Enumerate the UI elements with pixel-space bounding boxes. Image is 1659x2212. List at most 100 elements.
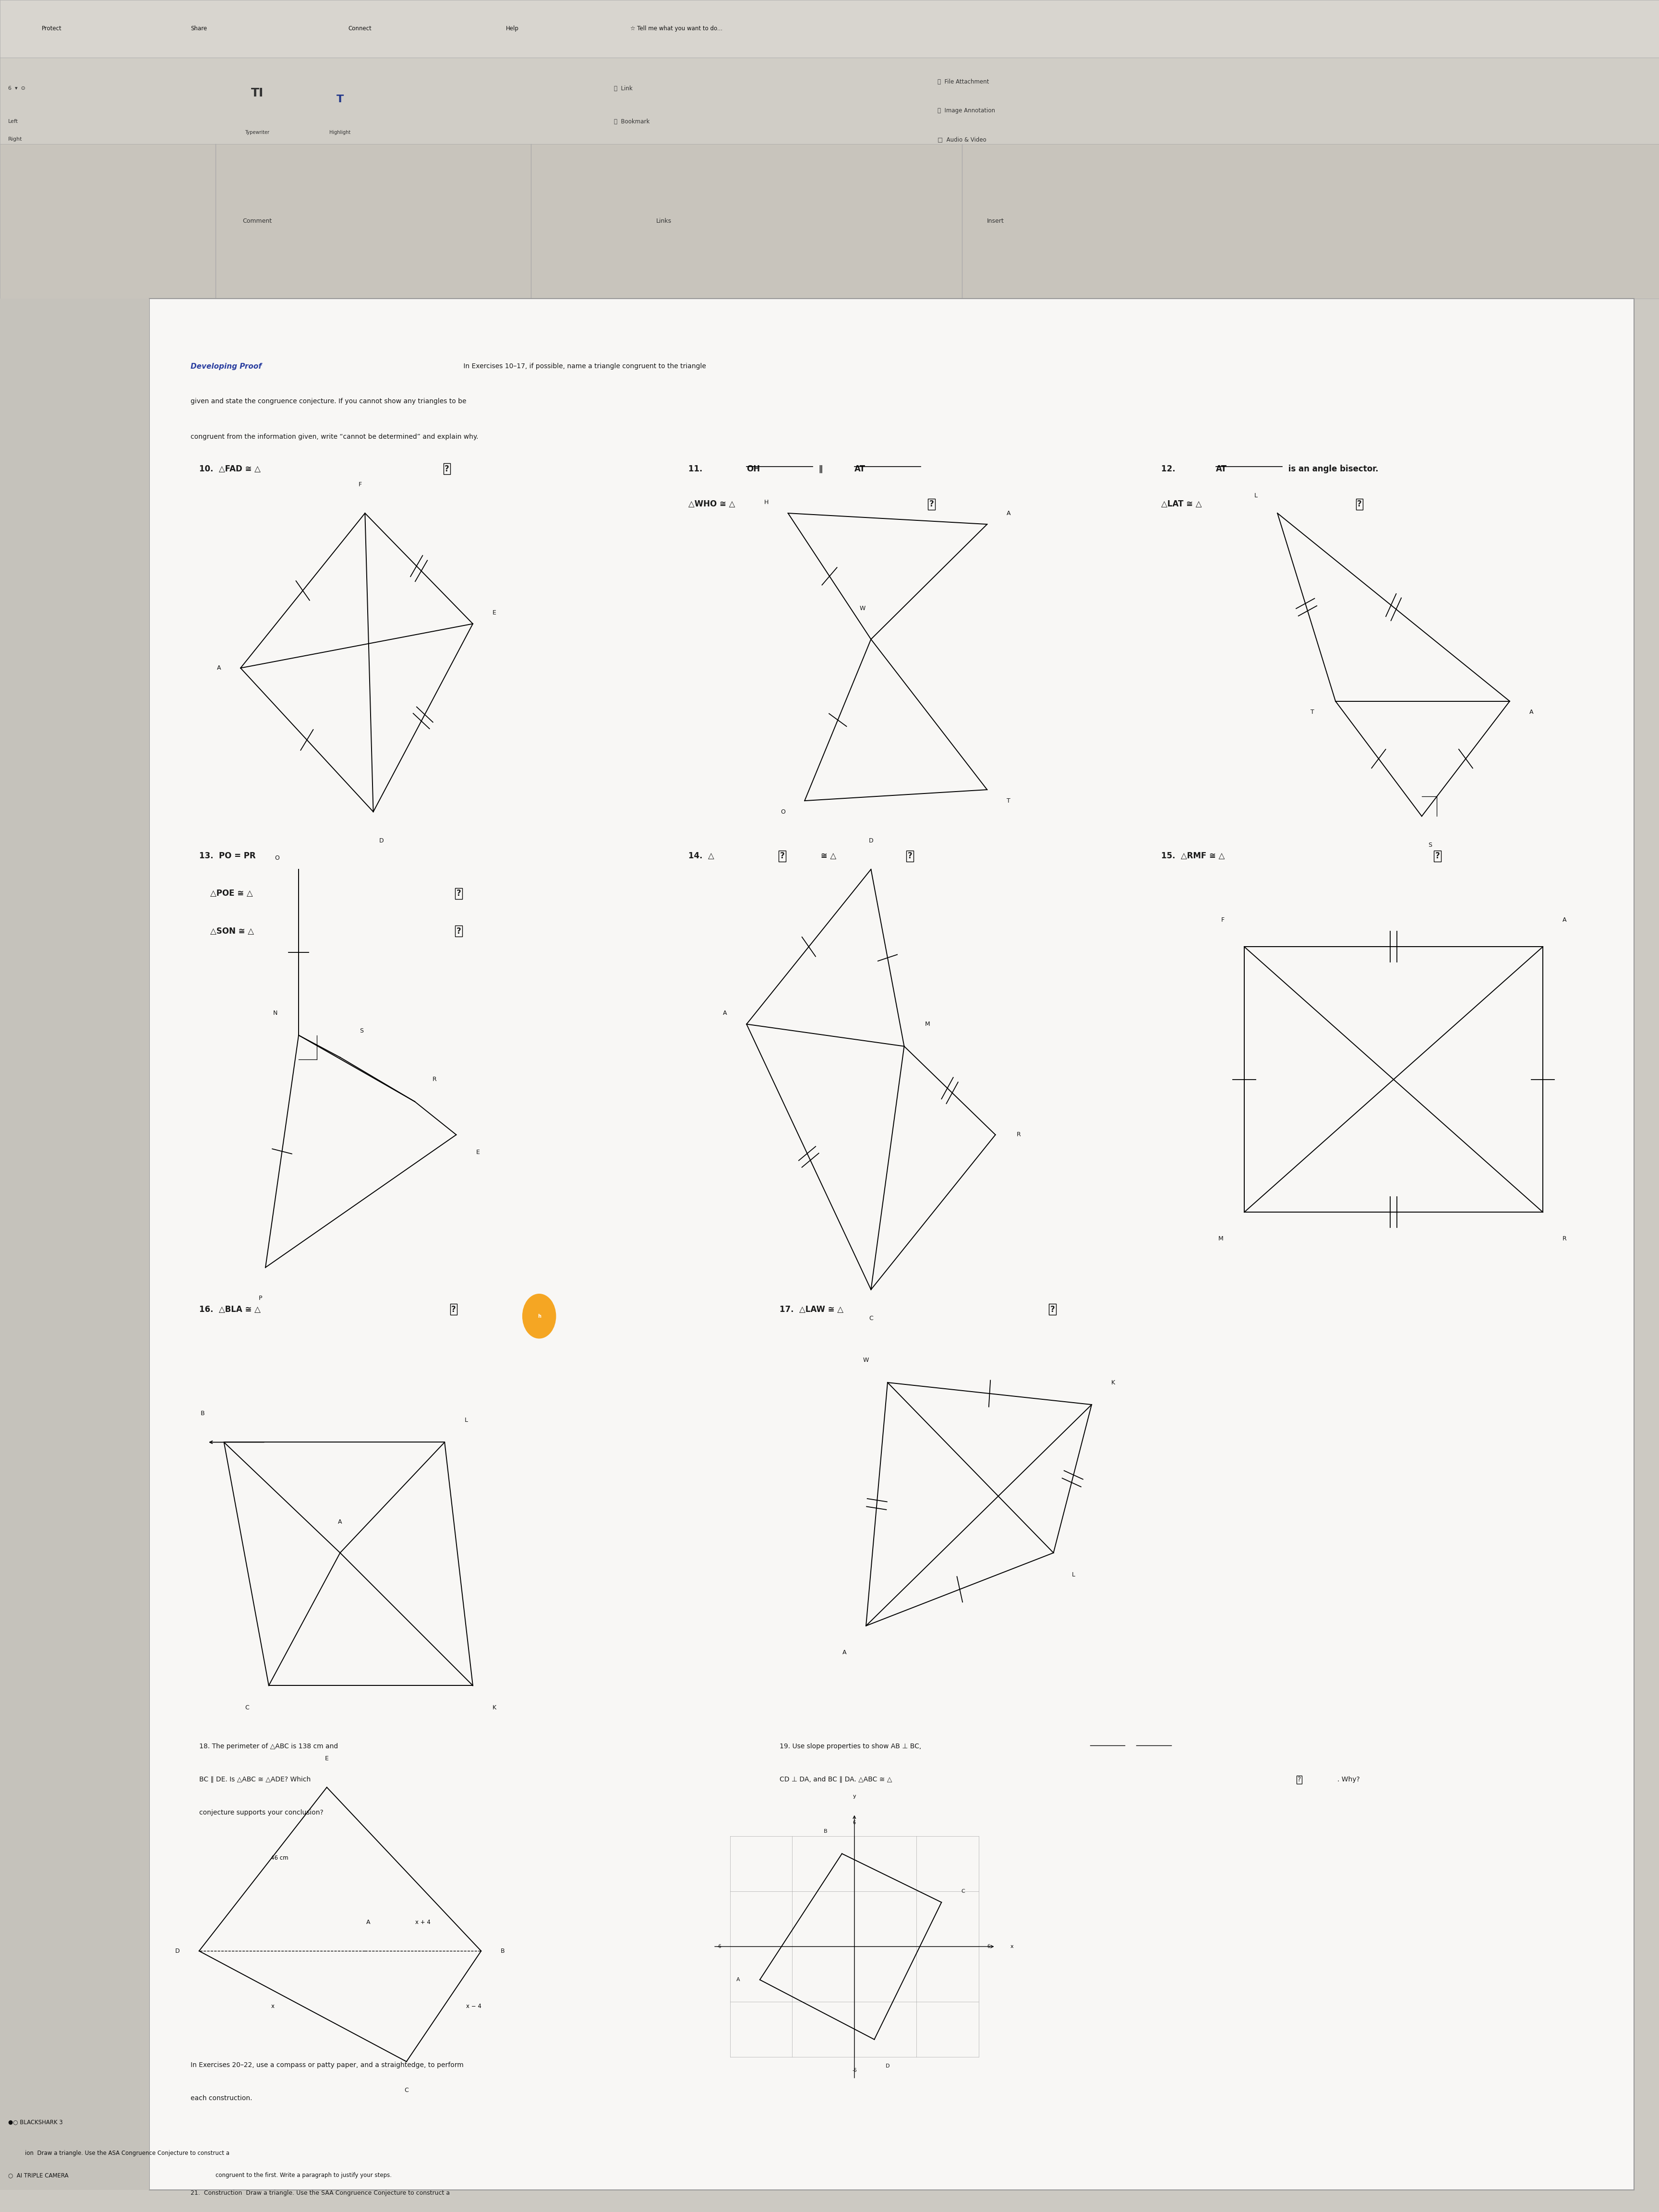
Text: △POE ≅ △: △POE ≅ △	[199, 889, 252, 898]
Text: ○  AI TRIPLE CAMERA: ○ AI TRIPLE CAMERA	[8, 2172, 68, 2179]
Text: ☆ Tell me what you want to do...: ☆ Tell me what you want to do...	[630, 27, 723, 31]
Text: ?: ?	[1297, 1776, 1301, 1783]
Text: E: E	[476, 1150, 479, 1155]
Text: O: O	[275, 856, 279, 860]
Text: W: W	[859, 606, 866, 611]
Text: Insert: Insert	[987, 219, 1004, 223]
Text: O: O	[781, 810, 785, 814]
Text: W: W	[863, 1358, 869, 1363]
Text: 16.  △BLA ≅ △: 16. △BLA ≅ △	[199, 1305, 260, 1314]
Text: ?: ?	[456, 889, 461, 898]
Text: R: R	[433, 1077, 436, 1082]
Text: Developing Proof: Developing Proof	[191, 363, 262, 369]
Text: 17.  △LAW ≅ △: 17. △LAW ≅ △	[780, 1305, 843, 1314]
Text: C: C	[961, 1889, 966, 1893]
Text: A: A	[338, 1520, 342, 1524]
Text: Right: Right	[8, 137, 23, 142]
Text: B: B	[501, 1949, 504, 1953]
Text: 🖼  Image Annotation: 🖼 Image Annotation	[937, 108, 995, 113]
Text: ?: ?	[1357, 500, 1362, 509]
Text: B: B	[823, 1829, 828, 1834]
Text: TI: TI	[251, 86, 264, 100]
Text: ?: ?	[1435, 852, 1440, 860]
Text: T: T	[1311, 710, 1314, 714]
Text: ion  Draw a triangle. Use the ASA Congruence Conjecture to construct a: ion Draw a triangle. Use the ASA Congrue…	[25, 2150, 229, 2157]
Text: A: A	[843, 1650, 846, 1655]
Text: Protect: Protect	[41, 27, 61, 31]
Text: A: A	[1530, 710, 1533, 714]
Text: F: F	[1221, 918, 1224, 922]
Text: S: S	[360, 1029, 363, 1033]
Text: D: D	[886, 2064, 889, 2068]
Text: A: A	[217, 666, 221, 670]
Text: A: A	[367, 1920, 370, 1924]
Text: B: B	[201, 1411, 204, 1416]
Text: AT: AT	[1216, 465, 1228, 473]
Text: △LAT ≅ △: △LAT ≅ △	[1161, 500, 1201, 509]
Text: x: x	[270, 2004, 275, 2008]
Text: ?: ?	[456, 927, 461, 936]
Text: . Why?: . Why?	[1337, 1776, 1360, 1783]
Text: A: A	[723, 1011, 727, 1015]
Text: H: H	[765, 500, 768, 504]
Text: ?: ?	[451, 1305, 456, 1314]
Text: ?: ?	[1050, 1305, 1055, 1314]
Text: 15.  △RMF ≅ △: 15. △RMF ≅ △	[1161, 852, 1224, 860]
Text: 6: 6	[853, 1820, 856, 1825]
Bar	[0, 0, 1659, 58]
Text: 19. Use slope properties to show AB ⊥ BC,: 19. Use slope properties to show AB ⊥ BC…	[780, 1743, 921, 1750]
Text: 18. The perimeter of △ABC is 138 cm and: 18. The perimeter of △ABC is 138 cm and	[199, 1743, 338, 1750]
Text: 13.  PO = PR: 13. PO = PR	[199, 852, 255, 860]
Text: 14.  △: 14. △	[688, 852, 715, 860]
Text: 46 cm: 46 cm	[270, 1856, 289, 1860]
Text: ?: ?	[445, 465, 450, 473]
Text: x − 4: x − 4	[466, 2004, 481, 2008]
Text: Links: Links	[655, 219, 672, 223]
Circle shape	[523, 1294, 556, 1338]
Text: Connect: Connect	[348, 27, 372, 31]
Text: R: R	[1017, 1133, 1020, 1137]
Text: P: P	[259, 1296, 262, 1301]
Text: 11.: 11.	[688, 465, 705, 473]
Text: K: K	[1112, 1380, 1115, 1385]
Text: h: h	[538, 1314, 541, 1318]
Bar	[0, 299, 149, 2190]
Bar	[0, 144, 1659, 299]
Text: K: K	[493, 1705, 496, 1710]
Text: C: C	[246, 1705, 249, 1710]
Text: Share: Share	[191, 27, 207, 31]
Text: L: L	[1072, 1573, 1075, 1577]
Text: C: C	[869, 1316, 873, 1321]
Text: L: L	[1254, 493, 1258, 498]
Text: 12.: 12.	[1161, 465, 1178, 473]
Text: -6: -6	[717, 1944, 722, 1949]
Text: C: C	[405, 2088, 408, 2093]
Text: R: R	[1563, 1237, 1566, 1241]
Text: ?: ?	[907, 852, 912, 860]
Text: Left: Left	[8, 119, 18, 124]
Text: 📎  File Attachment: 📎 File Attachment	[937, 80, 989, 84]
Text: Help: Help	[506, 27, 519, 31]
Text: 📋  Bookmark: 📋 Bookmark	[614, 119, 650, 124]
Text: 10.  △FAD ≅ △: 10. △FAD ≅ △	[199, 465, 260, 473]
Text: Comment: Comment	[242, 219, 272, 223]
Text: △SON ≅ △: △SON ≅ △	[199, 927, 254, 936]
Text: given and state the congruence conjecture. If you cannot show any triangles to b: given and state the congruence conjectur…	[191, 398, 466, 405]
Bar	[0, 58, 1659, 144]
Text: In Exercises 10–17, if possible, name a triangle congruent to the triangle: In Exercises 10–17, if possible, name a …	[461, 363, 707, 369]
Text: 6  ▾  ⊙: 6 ▾ ⊙	[8, 86, 25, 91]
FancyBboxPatch shape	[149, 299, 1634, 2190]
Text: Highlight: Highlight	[330, 131, 350, 135]
Text: each construction.: each construction.	[191, 2095, 252, 2101]
Text: N: N	[274, 1011, 277, 1015]
Text: y: y	[853, 1794, 856, 1798]
Text: A: A	[1563, 918, 1566, 922]
Text: A: A	[1007, 511, 1010, 515]
Text: 21.  ​Construction​  Draw a triangle. Use the SAA Congruence Conjecture to const: 21. ​Construction​ Draw a triangle. Use …	[191, 2190, 450, 2197]
Text: congruent to the first. Write a paragraph to justify your steps.: congruent to the first. Write a paragrap…	[216, 2172, 392, 2179]
Text: is an angle bisector.: is an angle bisector.	[1286, 465, 1379, 473]
Text: CD ⊥ DA, and BC ∥ DA. △ABC ≅ △: CD ⊥ DA, and BC ∥ DA. △ABC ≅ △	[780, 1776, 893, 1783]
Text: □  Audio & Video: □ Audio & Video	[937, 137, 985, 142]
Text: △WHO ≅ △: △WHO ≅ △	[688, 500, 735, 509]
Text: congruent from the information given, write “cannot be determined” and explain w: congruent from the information given, wr…	[191, 434, 478, 440]
